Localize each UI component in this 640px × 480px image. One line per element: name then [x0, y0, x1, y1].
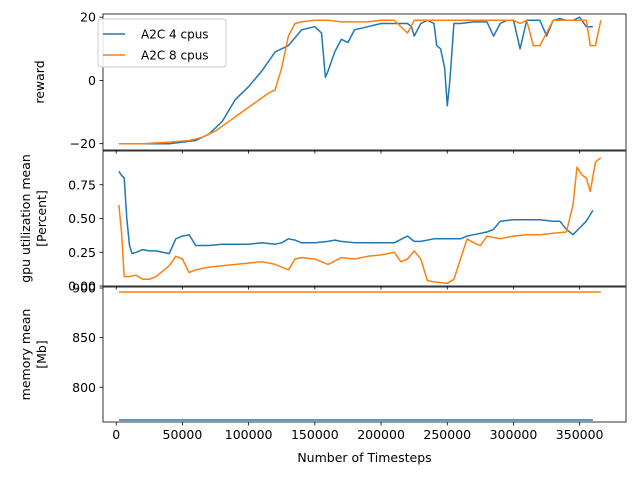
y-axis-label-gpu: gpu utilization mean [18, 154, 33, 283]
y-tick-label: 0.25 [68, 245, 96, 260]
y-tick-label: 0 [88, 73, 96, 88]
x-tick-label: 250000 [423, 427, 471, 442]
y-axis-label-memory: [Mb] [34, 340, 49, 368]
x-tick-label: 350000 [556, 427, 604, 442]
y-tick-label: 20 [80, 10, 96, 25]
y-axis-label-memory: memory mean [18, 309, 33, 401]
legend-entry-label: A2C 4 cpus [141, 28, 209, 42]
panel-gpu: 0.00 0.25 0.50 0.75 gpu utilization mean [Per… [18, 150, 627, 294]
panel-memory: 800 850 900 memory mean [Mb] 0 50000 100000 1500… [18, 280, 627, 465]
x-tick-label: 300000 [490, 427, 538, 442]
panels: −20 0 20 reward A2C 4 cpus A2C 8 cpus 0.00 0.25… [18, 10, 627, 465]
panel-reward: −20 0 20 reward A2C 4 cpus A2C 8 cpus [32, 10, 627, 154]
y-tick-label: 0.50 [68, 211, 96, 226]
y-tick-label: 800 [72, 380, 96, 395]
axes-frame-reward [102, 13, 627, 151]
series-line-gpu-a2c-4-cpus [118, 170, 594, 255]
y-tick-label: 0.75 [68, 177, 96, 192]
y-tick-label: 0.00 [68, 279, 96, 294]
x-tick-label: 50000 [163, 427, 203, 442]
x-tick-label: 150000 [291, 427, 339, 442]
y-tick-label: 900 [72, 280, 96, 295]
legend-box [97, 18, 227, 68]
legend-entry-label: A2C 8 cpus [141, 49, 209, 63]
y-tick-label: −20 [70, 136, 96, 151]
y-axis-label-reward: reward [32, 60, 47, 103]
x-tick-label: 0 [112, 427, 120, 442]
x-axis-label: Number of Timesteps [297, 450, 431, 465]
axes-frame-memory [102, 286, 627, 423]
series-line-reward-a2c-4-cpus [118, 16, 593, 145]
x-tick-label: 200000 [357, 427, 405, 442]
y-tick-label: 850 [72, 330, 96, 345]
series-line-reward-a2c-8-cpus [118, 19, 602, 145]
legend: A2C 4 cpus A2C 8 cpus [97, 18, 227, 68]
series-line-gpu-a2c-8-cpus [118, 157, 602, 285]
y-axis-label-gpu: [Percent] [34, 190, 49, 247]
x-tick-label: 100000 [225, 427, 273, 442]
